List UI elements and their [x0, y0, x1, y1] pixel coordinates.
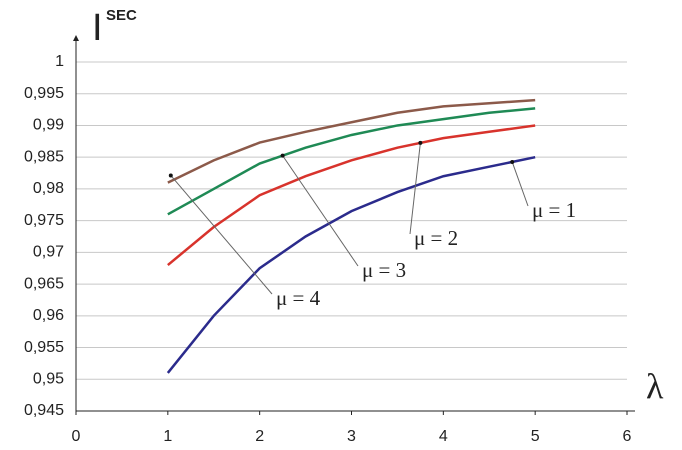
- y-tick-label: 0,975: [24, 212, 64, 229]
- x-tick-label: 1: [163, 428, 172, 445]
- leader-dot: [418, 140, 423, 145]
- y-axis-label: I: [92, 7, 103, 49]
- leader-dot: [280, 153, 285, 158]
- x-axis-label: λ: [646, 366, 664, 406]
- series-line: [167, 107, 536, 216]
- y-tick-label: 0,955: [24, 339, 64, 356]
- y-tick-label: 0,99: [33, 117, 64, 134]
- y-tick-label: 0,98: [33, 180, 64, 197]
- series-line: [167, 98, 536, 184]
- series-label: μ = 2: [414, 226, 458, 250]
- x-tick-label: 0: [72, 428, 81, 445]
- series-line: [167, 124, 536, 267]
- series-label: μ = 1: [532, 198, 576, 222]
- x-tick-label: 2: [255, 428, 264, 445]
- y-tick-label: 0,95: [33, 370, 64, 387]
- y-tick-label: 0,965: [24, 275, 64, 292]
- x-tick-label: 6: [623, 428, 632, 445]
- y-axis-label-superscript: SEC: [106, 7, 137, 24]
- y-tick-label: 0,96: [33, 307, 64, 324]
- series-label: μ = 4: [276, 286, 321, 310]
- y-tick-label: 0,985: [24, 148, 64, 165]
- leader-line: [170, 175, 273, 295]
- leader-dot: [168, 173, 173, 178]
- y-tick-label: 0,945: [24, 402, 64, 419]
- series-label: μ = 3: [362, 258, 406, 282]
- leader-dot: [510, 159, 515, 164]
- y-tick-label: 1: [55, 53, 64, 70]
- leader-line: [511, 161, 529, 207]
- y-tick-label: 0,97: [33, 244, 64, 261]
- leader-line: [282, 155, 359, 267]
- y-tick-label: 0,995: [24, 85, 64, 102]
- series-line: [166, 155, 536, 374]
- x-tick-label: 3: [347, 428, 356, 445]
- x-tick-label: 4: [439, 428, 448, 445]
- x-tick-label: 5: [531, 428, 540, 445]
- leader-line: [409, 142, 421, 235]
